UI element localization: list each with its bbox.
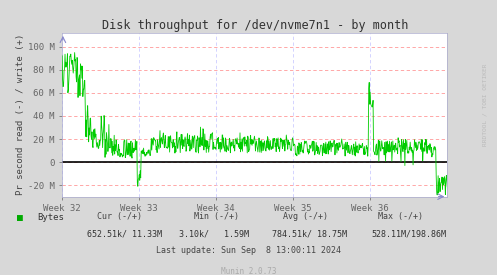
Y-axis label: Pr second read (-) / write (+): Pr second read (-) / write (+) xyxy=(16,34,25,196)
Text: 784.51k/ 18.75M: 784.51k/ 18.75M xyxy=(272,230,347,239)
Text: Last update: Sun Sep  8 13:00:11 2024: Last update: Sun Sep 8 13:00:11 2024 xyxy=(156,246,341,255)
Text: 528.11M/198.86M: 528.11M/198.86M xyxy=(372,230,447,239)
Text: ■: ■ xyxy=(17,213,23,223)
Text: Cur (-/+): Cur (-/+) xyxy=(97,212,142,221)
Text: 3.10k/   1.59M: 3.10k/ 1.59M xyxy=(179,230,249,239)
Text: Munin 2.0.73: Munin 2.0.73 xyxy=(221,267,276,275)
Text: 652.51k/ 11.33M: 652.51k/ 11.33M xyxy=(87,230,162,239)
Text: Bytes: Bytes xyxy=(37,213,64,222)
Text: Max (-/+): Max (-/+) xyxy=(378,212,423,221)
Text: RRDTOOL / TOBI OETIKER: RRDTOOL / TOBI OETIKER xyxy=(482,63,487,146)
Text: Avg (-/+): Avg (-/+) xyxy=(283,212,329,221)
Title: Disk throughput for /dev/nvme7n1 - by month: Disk throughput for /dev/nvme7n1 - by mo… xyxy=(101,19,408,32)
Text: Min (-/+): Min (-/+) xyxy=(194,212,239,221)
